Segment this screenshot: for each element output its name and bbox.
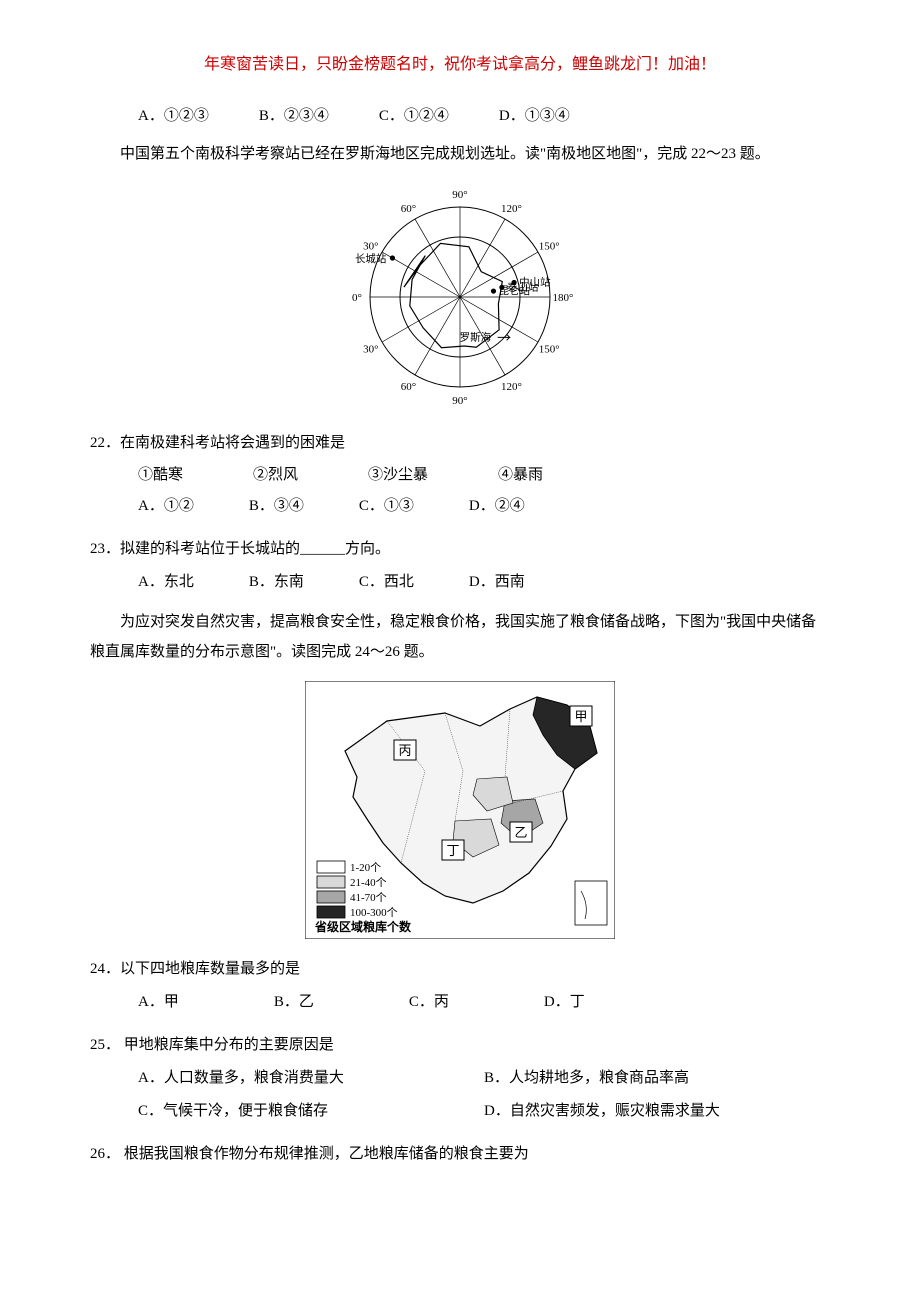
q21-opt-a: A．①②③: [138, 102, 209, 131]
q25-opt-a: A．人口数量多，粮食消费量大: [138, 1062, 484, 1095]
svg-text:90°: 90°: [452, 189, 467, 201]
q22-items: ①酷寒 ②烈风 ③沙尘暴 ④暴雨: [138, 460, 830, 490]
svg-text:30°: 30°: [363, 343, 378, 355]
svg-text:丙: 丙: [398, 743, 411, 758]
page-header: 年寒窗苦读日，只盼金榜题名时，祝你考试拿高分，鲤鱼跳龙门！加油！: [90, 50, 830, 74]
q23-opt-d: D．西南: [469, 566, 525, 599]
q22-options: A．①② B．③④ C．①③ D．②④: [138, 490, 830, 523]
q24-stem: 24．以下四地粮库数量最多的是: [90, 953, 830, 986]
q25-opt-b: B．人均耕地多，粮食商品率高: [484, 1062, 830, 1095]
q21-opt-b: B．②③④: [259, 102, 329, 131]
q24-options: A．甲 B．乙 C．丙 D．丁: [138, 986, 830, 1019]
passage-antarctic: 中国第五个南极科学考察站已经在罗斯海地区完成规划选址。读"南极地区地图"，完成 …: [90, 139, 830, 169]
q24-opt-a: A．甲: [138, 986, 179, 1019]
q21-opt-d: D．①③④: [499, 102, 570, 131]
svg-text:60°: 60°: [401, 202, 416, 214]
q22-item-1: ①酷寒: [138, 460, 183, 490]
q23-opt-a: A．东北: [138, 566, 194, 599]
svg-text:120°: 120°: [501, 381, 522, 393]
svg-text:150°: 150°: [539, 343, 560, 355]
svg-text:乙: 乙: [514, 825, 527, 840]
svg-text:180°: 180°: [553, 292, 574, 304]
q22-item-4: ④暴雨: [498, 460, 543, 490]
q23-options: A．东北 B．东南 C．西北 D．西南: [138, 566, 830, 599]
figure-polar-map: 90° 120° 150° 180° 150° 120° 90° 60° 30° 0° 30° 60°…: [90, 183, 830, 413]
svg-text:41-70个: 41-70个: [350, 891, 387, 904]
q23-opt-b: B．东南: [249, 566, 304, 599]
svg-text:150°: 150°: [539, 240, 560, 252]
q25-options: A．人口数量多，粮食消费量大 B．人均耕地多，粮食商品率高 C．气候干冷，便于粮…: [138, 1062, 830, 1128]
svg-text:丁: 丁: [446, 843, 459, 858]
q22-opt-b: B．③④: [249, 490, 304, 523]
q25-opt-d: D．自然灾害频发，赈灾粮需求量大: [484, 1095, 830, 1128]
q26-stem: 26． 根据我国粮食作物分布规律推测，乙地粮库储备的粮食主要为: [90, 1138, 830, 1171]
svg-text:省级区域粮库个数: 省级区域粮库个数: [314, 919, 412, 934]
polar-map-svg: 90° 120° 150° 180° 150° 120° 90° 60° 30° 0° 30° 60°…: [325, 183, 595, 413]
q22-item-2: ②烈风: [253, 460, 298, 490]
svg-text:30°: 30°: [363, 240, 378, 252]
svg-text:0°: 0°: [352, 292, 362, 304]
q25-opt-c: C．气候干冷，便于粮食储存: [138, 1095, 484, 1128]
figure-china-map: 甲乙 丙丁 1-20个 21-40个 41-70个 100-300个省级区域粮库个数: [90, 681, 830, 939]
q23-stem: 23．拟建的科考站位于长城站的______方向。: [90, 533, 830, 566]
q21-options: A．①②③ B．②③④ C．①②④ D．①③④: [138, 102, 830, 131]
svg-text:1-20个: 1-20个: [350, 861, 381, 874]
svg-text:60°: 60°: [401, 381, 416, 393]
q22-stem: 22．在南极建科考站将会遇到的困难是: [90, 427, 830, 460]
svg-text:罗斯海: 罗斯海: [460, 330, 492, 343]
q22-item-3: ③沙尘暴: [368, 460, 428, 490]
q23-opt-c: C．西北: [359, 566, 414, 599]
china-map-svg: 甲乙 丙丁 1-20个 21-40个 41-70个 100-300个省级区域粮库个数: [305, 681, 615, 939]
passage-grain: 为应对突发自然灾害，提高粮食安全性，稳定粮食价格，我国实施了粮食储备战略，下图为…: [90, 607, 830, 667]
q24-opt-c: C．丙: [409, 986, 449, 1019]
svg-text:100-300个: 100-300个: [350, 906, 398, 919]
svg-text:90°: 90°: [452, 395, 467, 407]
q21-opt-c: C．①②④: [379, 102, 449, 131]
q22-opt-d: D．②④: [469, 490, 525, 523]
q22-opt-a: A．①②: [138, 490, 194, 523]
q24-opt-d: D．丁: [544, 986, 585, 1019]
q22-opt-c: C．①③: [359, 490, 414, 523]
q24-opt-b: B．乙: [274, 986, 314, 1019]
svg-text:长城站: 长城站: [355, 252, 387, 265]
q25-stem: 25． 甲地粮库集中分布的主要原因是: [90, 1029, 830, 1062]
svg-text:21-40个: 21-40个: [350, 876, 387, 889]
svg-text:120°: 120°: [501, 202, 522, 214]
svg-text:昆仑站: 昆仑站: [498, 284, 530, 297]
svg-text:甲: 甲: [574, 709, 587, 724]
